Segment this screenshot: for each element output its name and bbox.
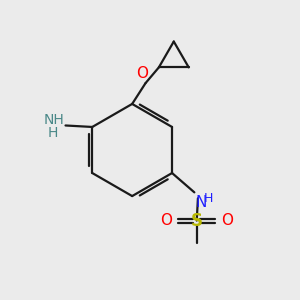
Text: O: O <box>160 213 172 228</box>
Text: H: H <box>203 192 213 206</box>
Text: O: O <box>221 213 233 228</box>
Text: S: S <box>191 212 203 230</box>
Text: O: O <box>136 66 148 81</box>
Text: NH: NH <box>43 113 64 128</box>
Text: N: N <box>196 195 207 210</box>
Text: H: H <box>48 126 58 140</box>
